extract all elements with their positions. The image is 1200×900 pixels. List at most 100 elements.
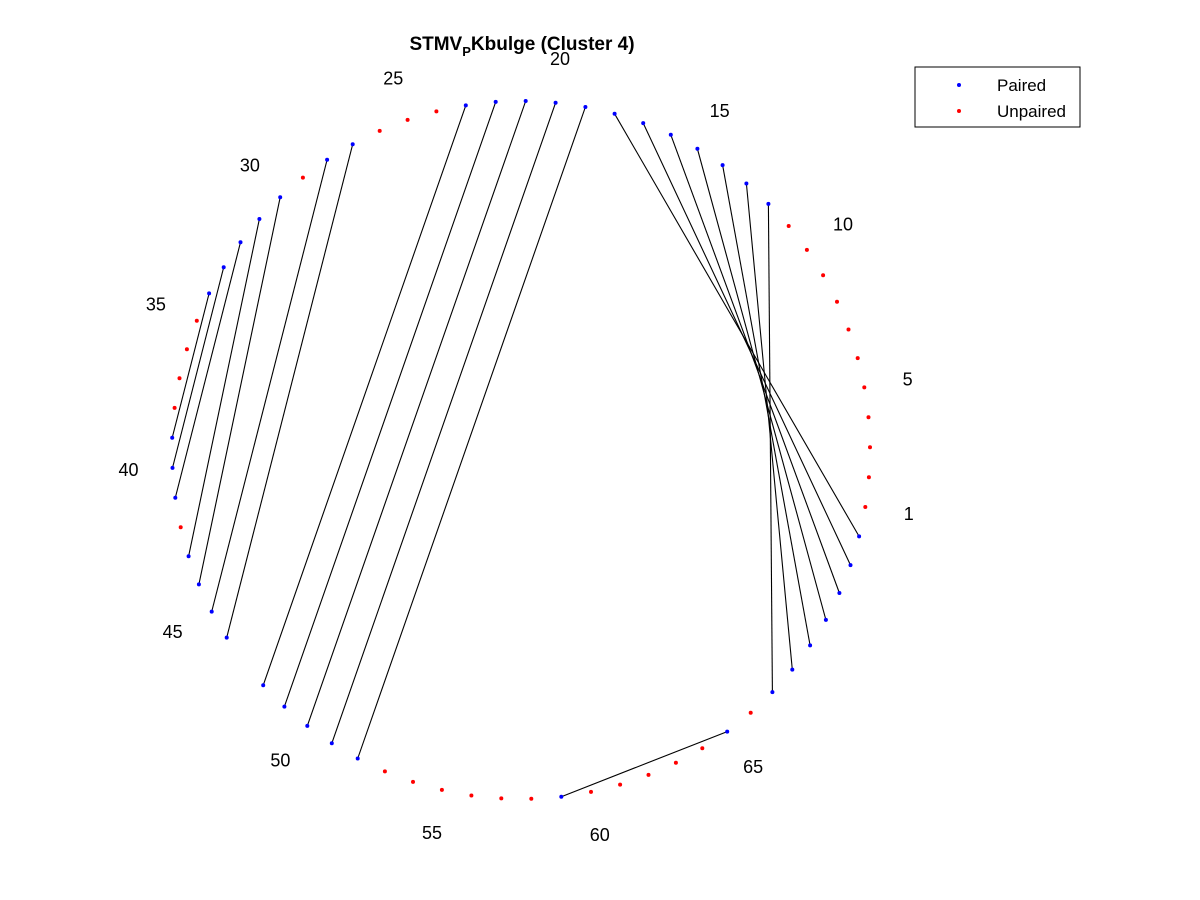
pair-line-34-39	[171, 293, 210, 438]
paired-dot-39	[170, 435, 175, 440]
paired-dot-41	[173, 495, 178, 500]
unpaired-dot-53	[382, 769, 387, 774]
unpaired-dot-10	[804, 247, 809, 252]
unpaired-dot-63	[673, 760, 678, 765]
unpaired-dot-25	[405, 117, 410, 122]
pair-line-16-71	[670, 134, 840, 594]
paired-dot-21	[523, 99, 528, 103]
unpaired-dot-56	[469, 793, 474, 798]
paired-dot-31	[257, 217, 262, 221]
paired-dot-33	[221, 265, 226, 270]
paired-dot-40	[170, 465, 175, 470]
index-label-50: 50	[270, 751, 290, 771]
paired-dot-65	[725, 729, 730, 734]
unpaired-dot-61	[618, 782, 623, 787]
pair-line-13-68	[745, 183, 793, 670]
pair-line-59-65	[561, 731, 728, 798]
unpaired-dot-11	[786, 224, 791, 228]
legend-box	[914, 66, 1081, 128]
paired-dot-13	[744, 181, 749, 186]
paired-dot-68	[790, 667, 795, 672]
index-label-35: 35	[146, 295, 166, 315]
chart-title: STMVPKbulge (Cluster 4)	[409, 34, 634, 59]
unpaired-dot-8	[835, 299, 839, 304]
paired-dot-22	[493, 99, 498, 104]
index-label-45: 45	[163, 622, 183, 642]
paired-dot-45	[209, 609, 214, 614]
unpaired-dot-36	[184, 347, 189, 352]
unpaired-dot-6	[855, 356, 860, 361]
paired-dot-17	[641, 121, 646, 126]
pair-lines	[171, 100, 860, 798]
paired-dot-70	[823, 617, 828, 622]
unpaired-dot-9	[821, 273, 826, 278]
paired-dot-23	[463, 103, 468, 108]
unpaired-dot-7	[846, 327, 851, 332]
paired-dot-48	[261, 683, 266, 688]
title-rest: Kbulge (Cluster 4)	[471, 34, 635, 55]
title-subscript: P	[462, 44, 471, 59]
pair-line-12-67	[767, 203, 773, 693]
pair-line-30-44	[198, 197, 281, 585]
legend-label-paired: Paired	[997, 76, 1046, 95]
unpaired-dot-1	[863, 505, 868, 509]
pair-line-23-48	[262, 105, 467, 686]
unpaired-dot-54	[411, 779, 415, 784]
paired-dot-12	[766, 201, 771, 206]
paired-dot-34	[207, 291, 212, 296]
paired-dot-52	[355, 756, 360, 761]
legend: Paired Unpaired	[914, 66, 1081, 128]
index-label-15: 15	[710, 101, 730, 121]
legend-marker-paired	[957, 83, 961, 87]
legend-marker-unpaired	[957, 109, 961, 113]
index-label-5: 5	[903, 370, 913, 390]
pair-line-19-52	[357, 106, 586, 759]
position-dots	[170, 99, 872, 801]
unpaired-dot-24	[434, 109, 439, 114]
paired-dot-51	[329, 741, 334, 746]
index-label-10: 10	[833, 215, 853, 235]
paired-dot-19	[583, 105, 588, 109]
unpaired-dot-3	[868, 445, 872, 450]
index-label-60: 60	[590, 825, 610, 845]
paired-dot-18	[612, 111, 617, 116]
paired-dot-20	[553, 100, 558, 105]
unpaired-dot-29	[300, 175, 305, 180]
index-label-65: 65	[743, 757, 763, 777]
paired-dot-28	[325, 157, 330, 162]
title-main: STMV	[409, 34, 462, 55]
paired-dot-59	[559, 794, 564, 799]
paired-dot-30	[278, 195, 283, 200]
pair-line-27-46	[226, 144, 354, 638]
paired-dot-72	[848, 563, 853, 568]
unpaired-dot-35	[194, 318, 199, 323]
paired-dot-73	[857, 534, 862, 539]
pair-line-20-51	[331, 102, 557, 744]
pair-line-14-69	[722, 165, 811, 646]
paired-dot-69	[808, 643, 813, 648]
paired-dot-15	[695, 146, 700, 151]
unpaired-dot-42	[178, 525, 183, 530]
pair-line-18-73	[614, 113, 860, 537]
paired-dot-71	[837, 591, 842, 595]
pair-line-28-45	[211, 159, 328, 612]
paired-dot-44	[196, 582, 201, 587]
pair-line-17-72	[642, 122, 851, 566]
unpaired-dot-60	[589, 789, 593, 794]
pair-line-22-49	[283, 101, 497, 707]
unpaired-dot-62	[646, 772, 651, 777]
paired-dot-27	[350, 142, 355, 147]
paired-dot-16	[668, 132, 673, 137]
pair-line-21-50	[306, 100, 527, 727]
unpaired-dot-57	[499, 796, 504, 801]
unpaired-dot-58	[529, 796, 534, 801]
unpaired-dot-64	[700, 746, 705, 751]
unpaired-dot-4	[866, 415, 871, 420]
index-label-40: 40	[118, 460, 138, 480]
paired-dot-50	[305, 723, 310, 728]
index-label-55: 55	[422, 823, 442, 843]
index-label-30: 30	[240, 156, 260, 176]
pair-line-15-70	[696, 148, 827, 621]
